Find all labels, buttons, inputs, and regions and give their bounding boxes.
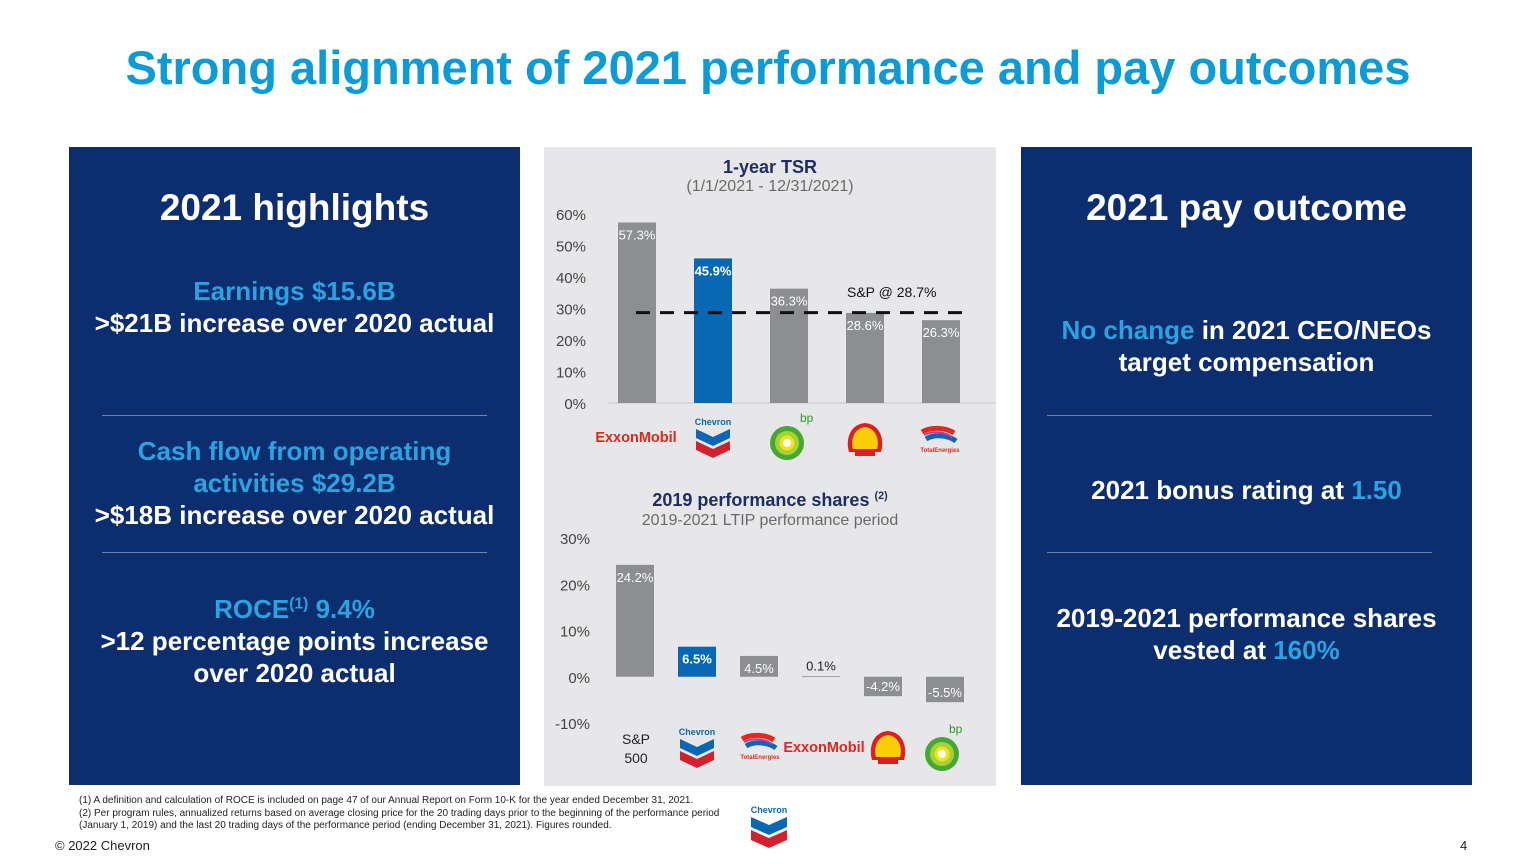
divider xyxy=(102,415,487,416)
bar-bp xyxy=(926,676,964,703)
divider xyxy=(1047,552,1432,553)
y-tick-label: 20% xyxy=(556,333,586,350)
roce-increase-1: >12 percentage points increase xyxy=(100,626,489,656)
bar-shell xyxy=(846,312,884,403)
svg-text:ExxonMobil: ExxonMobil xyxy=(783,740,864,756)
svg-text:500: 500 xyxy=(624,750,648,766)
bar-bp xyxy=(770,288,808,403)
earnings-increase: >$21B increase over 2020 actual xyxy=(94,308,495,338)
data-label: 6.5% xyxy=(682,652,712,667)
y-tick-label: 30% xyxy=(560,531,590,548)
data-label: 57.3% xyxy=(619,228,656,243)
roce-increase-2: over 2020 actual xyxy=(193,658,396,688)
highlights-panel: 2021 highlights Earnings $15.6B >$21B in… xyxy=(69,147,520,785)
charts-area: 1-year TSR (1/1/2021 - 12/31/2021) 2019 … xyxy=(544,147,996,786)
data-label: 4.5% xyxy=(744,661,774,676)
highlights-heading: 2021 highlights xyxy=(159,187,430,228)
bar-s-p-500 xyxy=(616,564,654,677)
svg-text:S&P: S&P xyxy=(622,731,650,747)
target-comp-line-1: No change in 2021 CEO/NEOs xyxy=(1061,315,1432,345)
data-label: 28.6% xyxy=(847,318,884,333)
y-tick-label: 50% xyxy=(556,239,586,256)
svg-text:Chevron: Chevron xyxy=(679,727,716,737)
shell-logo xyxy=(870,731,906,764)
svg-text:ExxonMobil: ExxonMobil xyxy=(595,430,676,446)
svg-text:TotalEnergies: TotalEnergies xyxy=(920,448,960,454)
sp500-label: S&P 500 xyxy=(622,731,650,766)
bar-exxonmobil xyxy=(802,676,840,678)
bar-totalenergies xyxy=(740,655,778,677)
divider xyxy=(102,552,487,553)
data-label: -4.2% xyxy=(866,679,900,694)
data-label: 24.2% xyxy=(617,570,654,585)
sp-reference-label: S&P @ 28.7% xyxy=(847,284,936,300)
y-tick-label: 40% xyxy=(556,270,586,287)
svg-text:Chevron: Chevron xyxy=(695,417,732,427)
tsr-chart: 0% 10% 20% 30% 40% 50% 60% 57.3% 45.9% 36.3% 28.6%… xyxy=(556,207,996,413)
cashflow-block: Cash flow from operating activities $29.… xyxy=(69,435,520,531)
exxonmobil-logo: ExxonMobil xyxy=(595,430,676,446)
bar-chevron xyxy=(694,258,732,403)
cashflow-line-1: Cash flow from operating xyxy=(137,436,452,466)
charts-svg: 0% 10% 20% 30% 40% 50% 60% 57.3% 45.9% 36.3% 28.6%… xyxy=(555,207,996,771)
copyright: © 2022 Chevron xyxy=(55,838,150,853)
data-label: 0.1% xyxy=(806,658,836,673)
roce-block: ROCE(1) 9.4% >12 percentage points incre… xyxy=(69,593,520,689)
data-label: 26.3% xyxy=(923,325,960,340)
roce-value: ROCE(1) 9.4% xyxy=(214,594,375,624)
svg-text:Chevron: Chevron xyxy=(751,805,788,815)
data-label: 45.9% xyxy=(695,263,732,278)
bp-logo: bp xyxy=(770,411,814,460)
perf-shares-block: 2019-2021 performance shares vested at 1… xyxy=(1021,602,1472,666)
y-tick-label: -10% xyxy=(555,716,590,733)
chevron-footer-logo: Chevron xyxy=(751,805,788,848)
ltip-chart-title: 2019 performance shares (2) xyxy=(652,490,888,510)
cashflow-line-2: activities $29.2B xyxy=(193,468,396,498)
page-title: Strong alignment of 2021 performance and… xyxy=(125,41,1411,94)
y-tick-label: 60% xyxy=(556,207,586,224)
earnings-block: Earnings $15.6B >$21B increase over 2020… xyxy=(69,275,520,339)
perf-shares-line-2: vested at 160% xyxy=(1153,635,1340,665)
bp-logo: bp xyxy=(925,722,963,771)
ltip-chart-subtitle: 2019-2021 LTIP performance period xyxy=(641,512,899,529)
chevron-logo: Chevron xyxy=(679,727,716,768)
exxonmobil-logo: ExxonMobil xyxy=(783,740,864,756)
y-tick-label: 10% xyxy=(560,624,590,641)
totalenergies-logo: TotalEnergies xyxy=(740,732,780,761)
tsr-chart-subtitle: (1/1/2021 - 12/31/2021) xyxy=(686,178,854,195)
bar-chevron xyxy=(678,646,716,677)
svg-text:TotalEnergies: TotalEnergies xyxy=(740,755,780,761)
footnote-1: (1) A definition and calculation of ROCE… xyxy=(79,795,694,806)
totalenergies-logo: TotalEnergies xyxy=(920,425,960,454)
y-tick-label: 30% xyxy=(556,302,586,319)
page-number: 4 xyxy=(1460,838,1468,853)
y-tick-label: 0% xyxy=(568,670,590,687)
svg-text:bp: bp xyxy=(949,722,963,736)
svg-text:bp: bp xyxy=(800,411,814,425)
bonus-rating: 2021 bonus rating at 1.50 xyxy=(1091,475,1402,505)
bar-shell xyxy=(864,676,902,697)
shell-logo xyxy=(847,423,883,456)
bonus-block: 2021 bonus rating at 1.50 xyxy=(1021,474,1472,506)
target-comp-block: No change in 2021 CEO/NEOs target compen… xyxy=(1021,314,1472,378)
pay-outcome-heading: 2021 pay outcome xyxy=(1086,187,1407,228)
bar-totalenergies xyxy=(922,320,960,403)
pay-outcome-panel: 2021 pay outcome No change in 2021 CEO/N… xyxy=(1021,147,1472,785)
data-label: -5.5% xyxy=(928,685,962,700)
y-tick-label: 10% xyxy=(556,365,586,382)
footnotes: (1) A definition and calculation of ROCE… xyxy=(79,795,749,833)
chevron-logo: Chevron xyxy=(695,417,732,458)
perf-shares-line-1: 2019-2021 performance shares xyxy=(1056,603,1437,633)
divider xyxy=(1047,415,1432,416)
ltip-chart: -10% 0% 10% 20% 30% 24.2% 6.5% 4.5% 0.1% -4.2% -5.… xyxy=(555,531,964,733)
tsr-chart-title: 1-year TSR xyxy=(722,157,818,177)
data-label: 36.3% xyxy=(771,294,808,309)
y-tick-label: 0% xyxy=(564,396,586,413)
earnings-value: Earnings $15.6B xyxy=(193,276,396,306)
target-comp-line-2: target compensation xyxy=(1118,347,1375,377)
cashflow-increase: >$18B increase over 2020 actual xyxy=(94,500,495,530)
y-tick-label: 20% xyxy=(560,577,590,594)
footnote-2: (2) Per program rules, annualized return… xyxy=(79,807,720,832)
